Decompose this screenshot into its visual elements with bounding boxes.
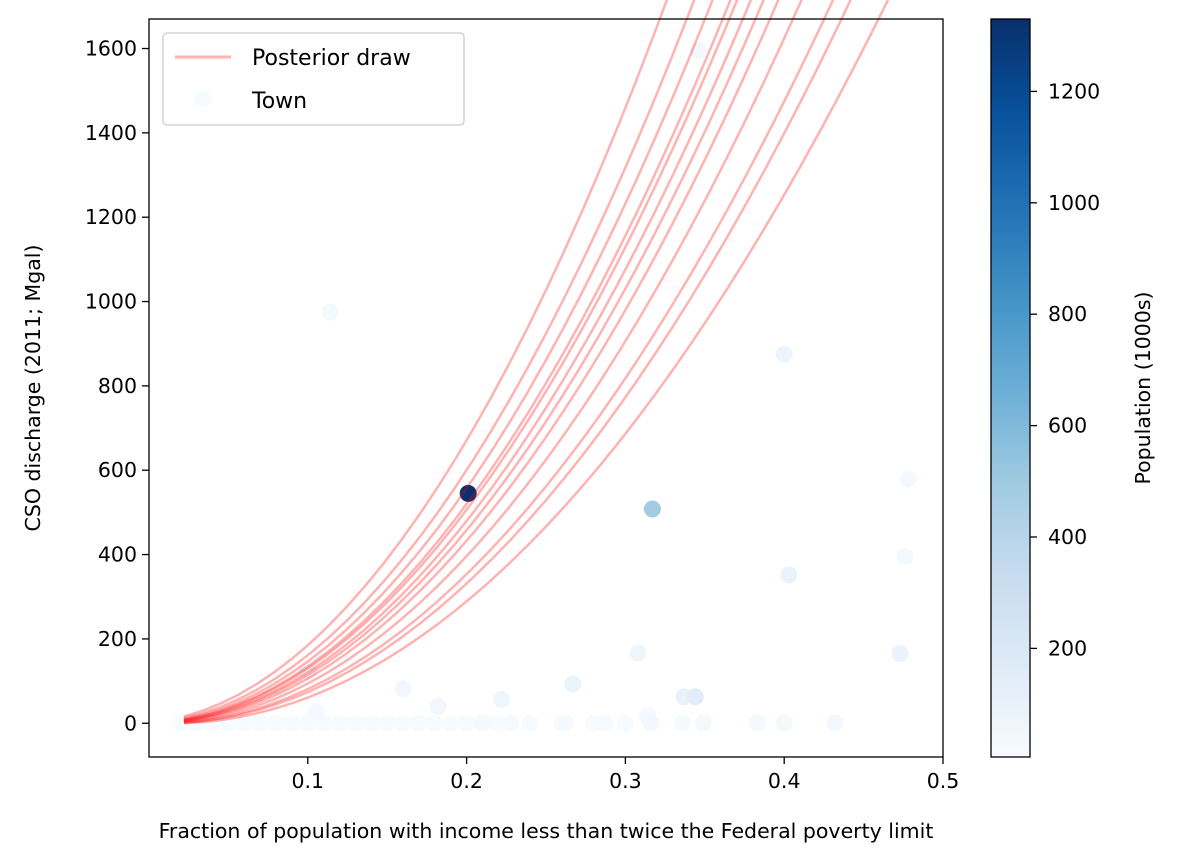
town-point <box>564 675 582 693</box>
y-tick-label: 1200 <box>85 205 137 229</box>
x-tick-label: 0.1 <box>291 769 324 793</box>
posterior-draw-line <box>183 0 732 722</box>
town-point <box>219 714 237 732</box>
posterior-draw-line <box>183 0 890 725</box>
town-point <box>299 663 317 681</box>
town-point <box>394 714 412 732</box>
posterior-draw-line <box>183 0 835 724</box>
posterior-draw-line <box>183 0 852 724</box>
town-point <box>251 714 269 732</box>
x-axis: 0.1 0.2 0.3 0.4 0.5 <box>291 757 959 793</box>
colorbar-ticks: 200 400 600 800 1000 1200 <box>1030 79 1100 660</box>
posterior-draw-line <box>183 0 669 718</box>
posterior-draw-line <box>183 0 714 721</box>
colorbar-gradient <box>991 19 1030 757</box>
posterior-draw-line <box>183 0 739 722</box>
y-tick-label: 600 <box>98 458 137 482</box>
posterior-draw-line <box>183 0 803 724</box>
posterior-lines <box>183 0 890 725</box>
posterior-draw-line <box>183 0 765 723</box>
town-point <box>410 714 428 732</box>
town-point <box>235 714 253 732</box>
town-point <box>426 714 444 732</box>
plot-frame <box>148 18 944 758</box>
town-point <box>629 644 647 662</box>
x-tick-label: 0.2 <box>450 769 483 793</box>
town-point <box>493 690 511 708</box>
town-point <box>204 714 222 732</box>
town-point <box>378 714 396 732</box>
y-tick-label: 0 <box>124 711 137 735</box>
town-point <box>674 714 692 732</box>
town-point <box>307 702 325 720</box>
x-tick-label: 0.3 <box>609 769 642 793</box>
town-point <box>502 714 520 732</box>
town-point <box>596 714 614 732</box>
town-point <box>775 345 793 363</box>
legend: Posterior draw Town <box>162 32 465 126</box>
colorbar: 200 400 600 800 1000 1200 Population (1000s) <box>990 18 1155 758</box>
town-point <box>442 714 460 732</box>
colorbar-tick-label: 1000 <box>1048 191 1100 215</box>
town-point <box>473 714 491 732</box>
posterior-draw-line <box>183 0 780 723</box>
colorbar-tick-label: 800 <box>1048 302 1087 326</box>
y-tick-label: 400 <box>98 543 137 567</box>
x-tick-label: 0.5 <box>927 769 960 793</box>
y-tick-label: 1400 <box>85 121 137 145</box>
town-point <box>748 714 766 732</box>
legend-box <box>162 32 465 126</box>
colorbar-label: Population (1000s) <box>1131 291 1155 484</box>
town-point <box>826 714 844 732</box>
colorbar-tick-label: 400 <box>1048 525 1087 549</box>
town-point <box>394 680 412 698</box>
town-point <box>429 697 447 715</box>
colorbar-frame <box>990 18 1031 758</box>
posterior-draw-line <box>183 0 696 720</box>
y-axis: 0 200 400 600 800 1000 1200 1400 1600 <box>85 37 149 735</box>
y-tick-label: 1600 <box>85 37 137 61</box>
town-point <box>172 714 190 732</box>
posterior-draw-line <box>183 0 753 722</box>
legend-label-posterior-draw: Posterior draw <box>252 46 411 71</box>
town-point <box>188 714 206 732</box>
y-tick-label: 1000 <box>85 290 137 314</box>
town-point <box>267 714 285 732</box>
town-point <box>459 484 477 502</box>
town-points <box>172 42 917 732</box>
town-point <box>642 714 660 732</box>
town-point <box>321 303 339 321</box>
town-point <box>896 548 914 566</box>
town-point <box>689 42 707 60</box>
legend-label-town: Town <box>251 89 307 114</box>
y-tick-label: 200 <box>98 627 137 651</box>
town-point <box>694 714 712 732</box>
town-point <box>521 714 539 732</box>
town-point <box>489 714 507 732</box>
town-point <box>899 471 917 489</box>
town-point <box>331 714 349 732</box>
town-point <box>643 500 661 518</box>
town-point <box>346 714 364 732</box>
colorbar-tick-label: 600 <box>1048 414 1087 438</box>
y-axis-label: CSO discharge (2011; Mgal) <box>21 245 45 532</box>
plot-area <box>148 0 944 758</box>
x-tick-label: 0.4 <box>768 769 801 793</box>
town-point <box>458 714 476 732</box>
town-point <box>775 714 793 732</box>
y-tick-label: 800 <box>98 374 137 398</box>
colorbar-tick-label: 1200 <box>1048 79 1100 103</box>
legend-swatch-town <box>194 90 212 108</box>
x-axis-label: Fraction of population with income less … <box>159 819 934 843</box>
town-point <box>362 714 380 732</box>
town-point <box>686 688 704 706</box>
town-point <box>616 714 634 732</box>
town-point <box>556 714 574 732</box>
town-point <box>780 566 798 584</box>
town-point <box>283 714 301 732</box>
colorbar-tick-label: 200 <box>1048 636 1087 660</box>
town-point <box>891 645 909 663</box>
